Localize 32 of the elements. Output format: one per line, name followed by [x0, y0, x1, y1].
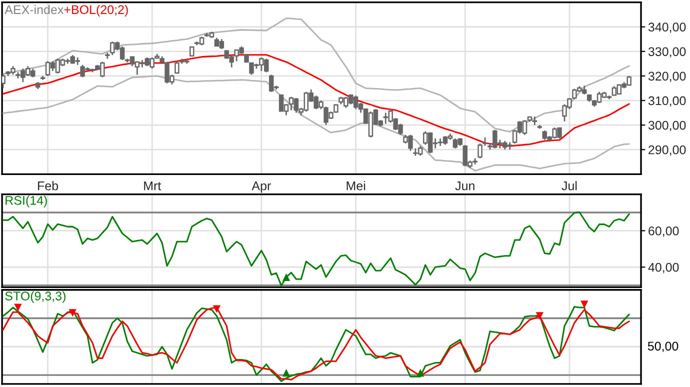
y-tick-label: 330,00	[648, 47, 686, 58]
x-tick-label: Jul	[562, 181, 577, 190]
point	[536, 312, 544, 320]
point	[14, 304, 22, 312]
line-series	[2, 18, 630, 132]
text: 50,00	[648, 342, 678, 352]
y-tick-label: 310,00	[648, 96, 686, 107]
x-tick-label: Jun	[455, 182, 474, 190]
y-tick-label: 290,00	[648, 145, 686, 156]
candlestick	[478, 142, 482, 159]
y-tick-label: 60,00	[648, 226, 679, 237]
y-tick-label: 340,00	[648, 22, 686, 33]
point	[282, 368, 290, 377]
series-label: STO(9,3,3)	[5, 291, 66, 303]
candlestick	[174, 60, 180, 74]
series-label: RSI(14)	[6, 196, 47, 208]
text: +BOL(20;2)	[64, 4, 128, 17]
point	[212, 305, 221, 313]
point	[580, 300, 588, 308]
point	[68, 309, 76, 317]
line-series	[2, 75, 630, 172]
point	[416, 368, 424, 377]
chart-title: AEX-index	[4, 4, 64, 14]
line-series	[2, 211, 630, 286]
candlestick	[190, 46, 194, 56]
x-tick-label: Mei	[346, 181, 366, 190]
y-tick-label: 300,00	[648, 120, 686, 132]
x-tick-label: Apr	[252, 182, 271, 193]
x-tick-label: Mrt	[144, 182, 162, 190]
y-tick-label: 320,00	[648, 72, 686, 82]
y-tick-label: 40,00	[648, 262, 679, 274]
x-tick-label: Feb	[38, 181, 58, 190]
